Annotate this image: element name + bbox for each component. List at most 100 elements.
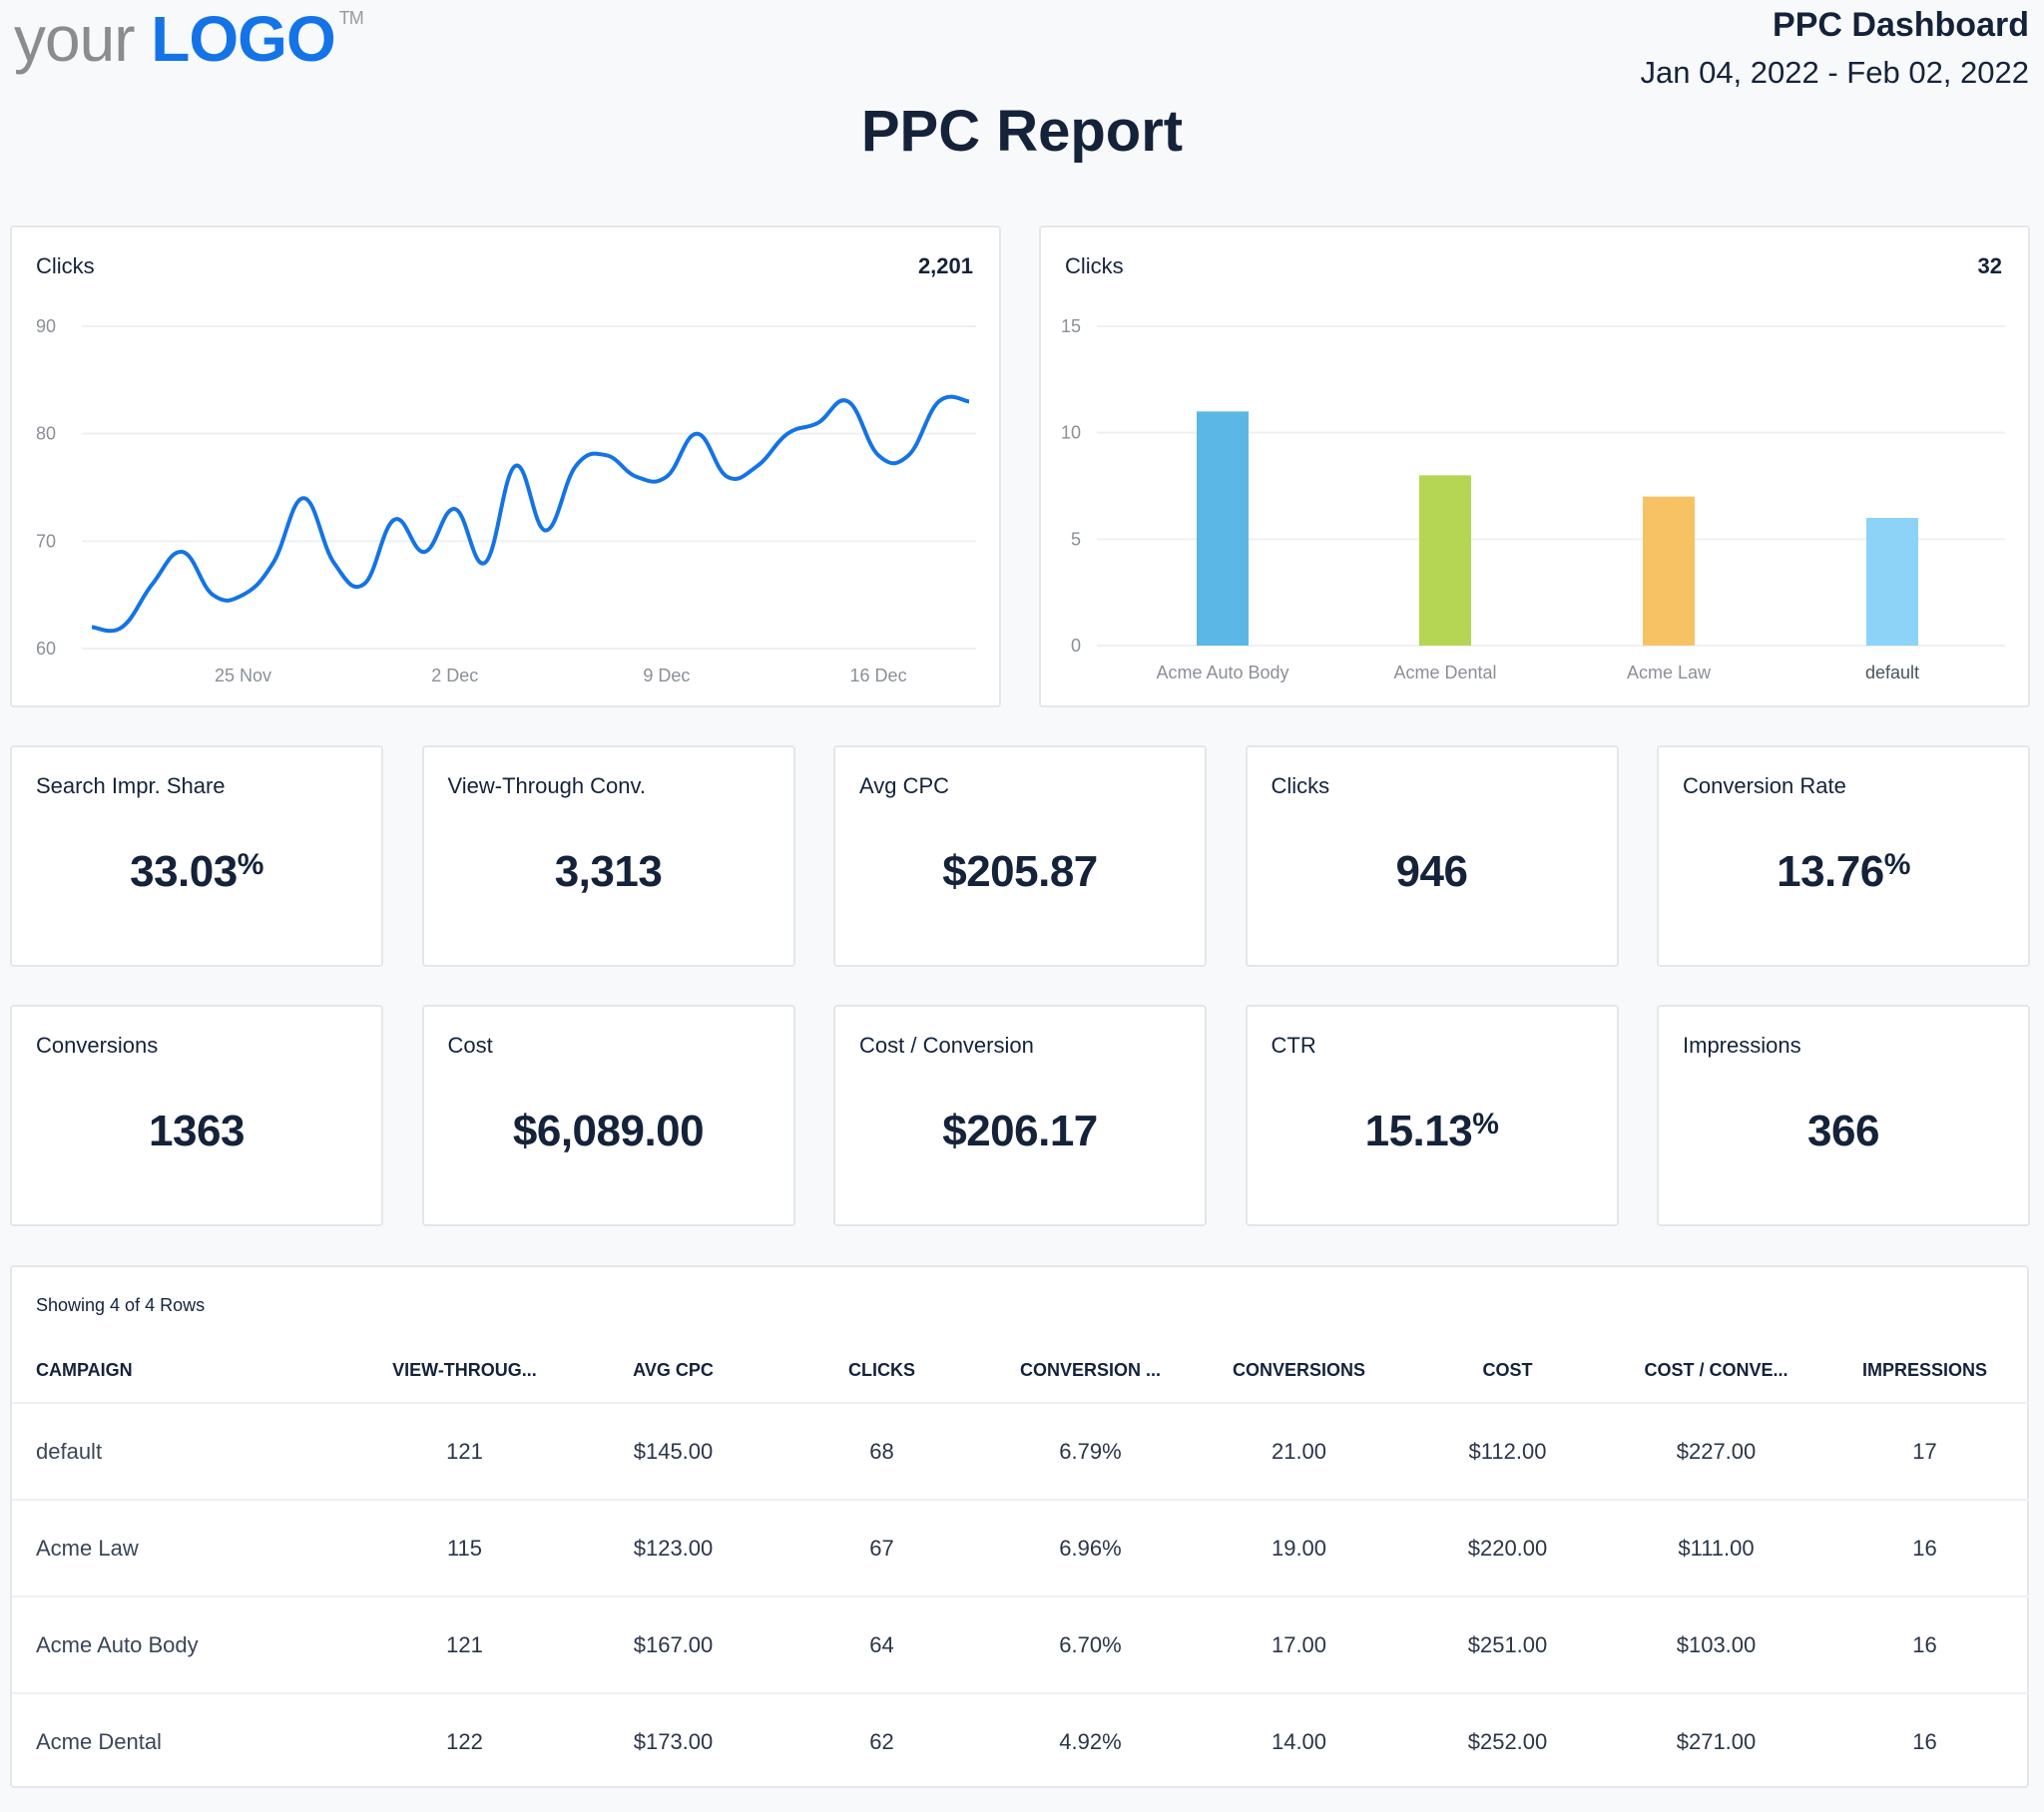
kpi-value: 13.76%: [1659, 847, 2028, 897]
column-header[interactable]: COST: [1403, 1339, 1612, 1404]
table-cell: 4.92%: [1059, 1729, 1122, 1754]
table-cell: $111.00: [1612, 1500, 1820, 1597]
table-cell: 17.00: [1195, 1596, 1403, 1694]
table-row: Acme Dental 122 $173.00 62 4.92% 14.00 $252.00…: [12, 1693, 2029, 1790]
y-tick-label: 70: [36, 531, 56, 551]
table-cell: $123.00: [569, 1500, 777, 1597]
kpi-row: Search Impr. Share 33.03% View-Through Co…: [10, 745, 2030, 967]
column-header[interactable]: IMPRESSIONS: [1820, 1339, 2029, 1404]
table-row: Acme Auto Body 121 $167.00 64 6.70% 17.00 $251…: [12, 1596, 2029, 1694]
kpi-value: 3,313: [424, 847, 793, 897]
kpi-card: CTR 15.13%: [1245, 1005, 1619, 1226]
kpi-card: View-Through Conv. 3,313: [421, 745, 795, 967]
y-tick-label: 60: [36, 639, 56, 659]
kpi-card: Cost $6,089.00: [421, 1005, 795, 1226]
kpi-label: CTR: [1271, 1033, 1316, 1058]
campaign-name: default: [12, 1403, 360, 1501]
table-cell: 6.70%: [986, 1596, 1195, 1694]
y-tick-label: 80: [36, 424, 56, 444]
y-tick-label: 0: [1071, 636, 1081, 656]
table-cell: 121: [360, 1403, 569, 1501]
kpi-value: $205.87: [835, 847, 1205, 897]
kpi-card: Conversions 1363: [10, 1005, 383, 1226]
table-cell: 16: [1820, 1500, 2029, 1597]
chart-title: Clicks: [36, 253, 95, 278]
kpi-value: 946: [1248, 847, 1617, 897]
kpi-label: Search Impr. Share: [36, 773, 226, 798]
kpi-card: Impressions 366: [1657, 1005, 2030, 1226]
logo: your LOGO TM: [14, 2, 364, 76]
table-row: Acme Law 115 $123.00 67 6.96% 19.00 $220.00 $11…: [12, 1500, 2029, 1597]
column-header[interactable]: CONVERSIONS: [1195, 1339, 1403, 1404]
x-tick-label: default: [1865, 663, 1919, 682]
table-cell: $145.00: [569, 1403, 777, 1501]
kpi-label: Avg CPC: [859, 773, 950, 798]
table-cell: $271.00: [1676, 1729, 1757, 1754]
column-header[interactable]: COST / CONVE...: [1612, 1339, 1820, 1404]
table-cell: $251.00: [1403, 1596, 1612, 1694]
kpi-number: 15.13: [1364, 1107, 1473, 1155]
kpi-suffix: %: [1883, 848, 1911, 881]
kpi-value: $206.17: [835, 1107, 1205, 1156]
logo-tm: TM: [338, 8, 364, 28]
kpi-number: 1363: [149, 1107, 245, 1155]
table-cell: 16: [1912, 1729, 1937, 1754]
kpi-value: 15.13%: [1248, 1107, 1617, 1156]
kpi-label: View-Through Conv.: [447, 773, 647, 798]
column-header[interactable]: VIEW-THROUG...: [360, 1339, 569, 1404]
bar-chart: 0 5 10 15 Acme Auto Body Acme Dental Acme Law d…: [1061, 316, 2005, 682]
table-cell: 121: [360, 1596, 569, 1694]
row-count: Showing 4 of 4 Rows: [36, 1295, 206, 1315]
column-header[interactable]: AVG CPC: [569, 1339, 777, 1404]
column-header[interactable]: CONVERSION ...: [986, 1339, 1195, 1404]
table-cell: $112.00: [1403, 1403, 1612, 1501]
page-title: PPC Report: [860, 99, 1184, 164]
table-cell: 6.96%: [986, 1500, 1195, 1597]
table-cell: 62: [869, 1729, 894, 1754]
bar: [1197, 411, 1249, 646]
x-tick-label: 16 Dec: [850, 666, 907, 685]
kpi-number: 366: [1807, 1107, 1879, 1155]
column-header[interactable]: CLICKS: [777, 1339, 986, 1404]
line-chart: 60 70 80 90 25 Nov 2 Dec 9 Dec 16 Dec: [36, 316, 976, 685]
table-cell: 122: [446, 1729, 483, 1754]
kpi-label: Clicks: [1271, 773, 1330, 798]
column-header[interactable]: CAMPAIGN: [12, 1339, 360, 1404]
table-cell: 67: [777, 1500, 986, 1597]
logo-brand: LOGO: [151, 3, 335, 75]
y-tick-label: 90: [36, 316, 56, 336]
table-cell: 17: [1820, 1403, 2029, 1501]
kpi-value: 1363: [12, 1107, 381, 1156]
kpi-value: 366: [1659, 1107, 2028, 1156]
table-cell: 16: [1820, 1596, 2029, 1694]
kpi-card: Cost / Conversion $206.17: [833, 1005, 1207, 1226]
line-chart-card: Clicks 2,201 60 70 80 90 25 Nov 2 Dec 9 Dec 16 …: [10, 226, 1001, 707]
table-cell: $103.00: [1612, 1596, 1820, 1694]
table-cell: $227.00: [1612, 1403, 1820, 1501]
kpi-suffix: %: [237, 848, 264, 881]
kpi-value: $6,089.00: [424, 1107, 793, 1156]
campaign-table: CAMPAIGN VIEW-THROUG... AVG CPC CLICKS CONVE…: [12, 1339, 2029, 1790]
chart-total: 2,201: [917, 253, 973, 278]
kpi-label: Cost: [447, 1033, 493, 1058]
kpi-number: $206.17: [942, 1107, 1098, 1155]
kpi-row: Conversions 1363 Cost $6,089.00 Cost / Con…: [10, 1005, 2030, 1226]
clicks-line: [91, 394, 970, 634]
table-cell: 19.00: [1195, 1500, 1403, 1597]
campaign-name: Acme Law: [12, 1500, 360, 1597]
kpi-label: Cost / Conversion: [859, 1033, 1034, 1058]
bar: [1419, 475, 1471, 646]
y-tick-label: 5: [1071, 529, 1081, 549]
y-tick-label: 15: [1061, 316, 1081, 336]
chart-title: Clicks: [1065, 253, 1124, 278]
campaign-table-card: Showing 4 of 4 Rows CAMPAIGN VIEW-THROUG.…: [10, 1265, 2029, 1788]
kpi-label: Impressions: [1683, 1033, 1801, 1058]
chart-total: 32: [1977, 253, 2002, 278]
x-tick-label: 25 Nov: [215, 666, 271, 685]
dashboard-title: PPC Dashboard: [1773, 6, 2029, 44]
kpi-number: $205.87: [942, 847, 1098, 896]
table-cell: 6.79%: [986, 1403, 1195, 1501]
bar-chart-card: Clicks 32 0 5 10 15 Acme Auto Body Acme Denta…: [1039, 226, 2030, 707]
bar: [1643, 496, 1695, 646]
date-range: Jan 04, 2022 - Feb 02, 2022: [1640, 55, 2029, 90]
